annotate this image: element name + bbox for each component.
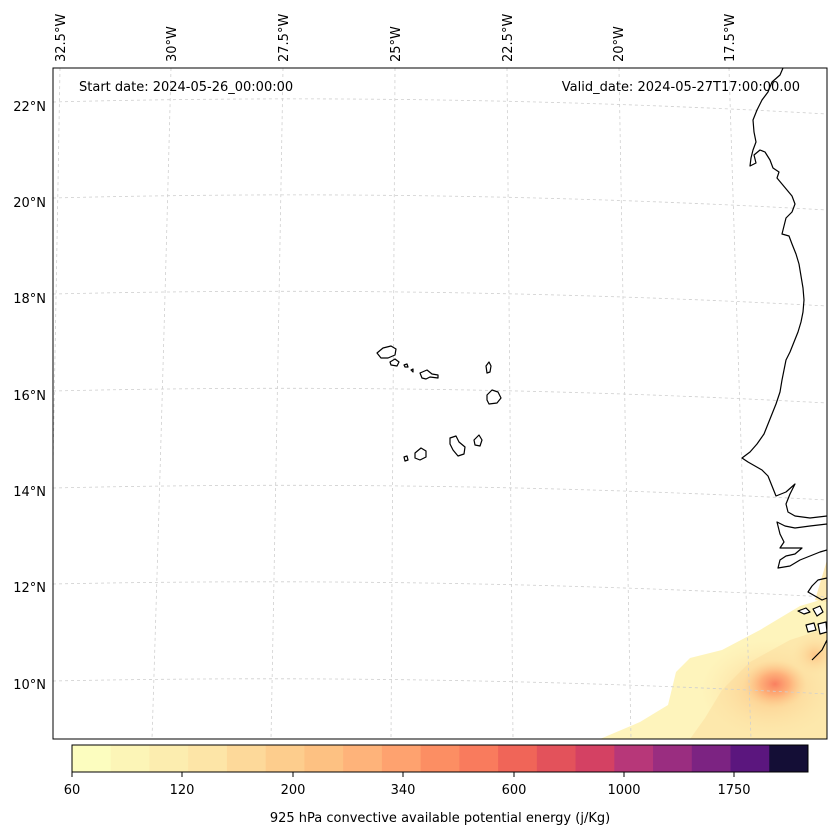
colorbar-title: 925 hPa convective available potential e…	[270, 811, 610, 826]
colorbar-segment	[188, 745, 228, 772]
bijagos-island-4	[817, 621, 827, 635]
colorbar-segment	[653, 745, 693, 772]
colorbar-segment	[575, 745, 615, 772]
colorbar-tick-label: 120	[170, 783, 195, 798]
bijagos-island-1	[797, 607, 811, 615]
lon-label: 25°W	[389, 26, 404, 62]
colorbar-segment	[72, 745, 112, 772]
lat-label: 12°N	[13, 581, 46, 596]
colorbar-tick-label: 1000	[607, 783, 640, 798]
bijagos-island-2	[812, 605, 824, 617]
island-sao-vicente	[389, 358, 400, 367]
colorbar-segment	[691, 745, 732, 772]
lat-label: 14°N	[13, 485, 46, 500]
cape-maximum	[743, 660, 807, 708]
colorbar-segment	[149, 745, 189, 772]
island-brava	[403, 455, 409, 462]
africa-coastline	[741, 68, 827, 519]
colorbar-segment	[110, 745, 150, 772]
colorbar-segment	[459, 745, 499, 772]
lon-label: 22.5°W	[501, 14, 516, 62]
island-boa-vista	[486, 389, 502, 405]
colorbar-segment	[769, 745, 809, 772]
island-branco	[410, 368, 414, 373]
graticule	[53, 68, 827, 739]
colorbar	[71, 744, 809, 773]
map-content	[53, 68, 827, 739]
senegal-gambia-coast	[776, 521, 827, 569]
colorbar-segment	[381, 745, 422, 772]
colorbar-ticks	[71, 772, 735, 777]
island-santa-luzia	[403, 363, 409, 368]
colorbar-segment	[304, 745, 344, 772]
colorbar-segment	[498, 745, 538, 772]
cape-field	[600, 560, 827, 739]
lat-label: 16°N	[13, 389, 46, 404]
cape-verde-islands	[376, 345, 502, 462]
lat-label: 10°N	[13, 678, 46, 693]
colorbar-segment	[536, 745, 577, 772]
colorbar-tick-label: 60	[64, 783, 81, 798]
start-date-label: Start date: 2024-05-26_00:00:00	[79, 80, 293, 95]
colorbar-segment	[614, 745, 654, 772]
island-fogo	[414, 447, 427, 461]
colorbar-tick-label: 1750	[717, 783, 750, 798]
valid-date-label: Valid_date: 2024-05-27T17:00:00.00	[562, 80, 800, 95]
lon-label: 17.5°W	[723, 14, 738, 62]
island-sao-nicolau	[419, 369, 439, 380]
island-sal	[485, 361, 492, 374]
bijagos-island-3	[805, 622, 817, 633]
colorbar-tick-label: 200	[281, 783, 306, 798]
colorbar-segment	[226, 745, 267, 772]
lon-label: 27.5°W	[277, 14, 292, 62]
colorbar-segment	[265, 745, 305, 772]
lat-label: 18°N	[13, 292, 46, 307]
colorbar-segment	[343, 745, 383, 772]
colorbar-tick-label: 600	[502, 783, 527, 798]
lat-label: 22°N	[13, 100, 46, 115]
lon-label: 32.5°W	[54, 14, 69, 62]
colorbar-segment	[730, 745, 770, 772]
lat-label: 20°N	[13, 196, 46, 211]
lon-label: 20°W	[612, 26, 627, 62]
colorbar-tick-label: 340	[391, 783, 416, 798]
colorbar-segment	[420, 745, 460, 772]
guinea-bissau-coast	[807, 577, 827, 601]
guinea-coast	[811, 639, 827, 661]
lon-label: 30°W	[165, 26, 180, 62]
colorbar-border	[71, 744, 809, 773]
island-santo-antao	[376, 345, 397, 359]
map-area	[53, 68, 827, 739]
island-maio	[473, 434, 483, 447]
island-santiago	[449, 435, 466, 457]
map-border	[52, 67, 828, 740]
